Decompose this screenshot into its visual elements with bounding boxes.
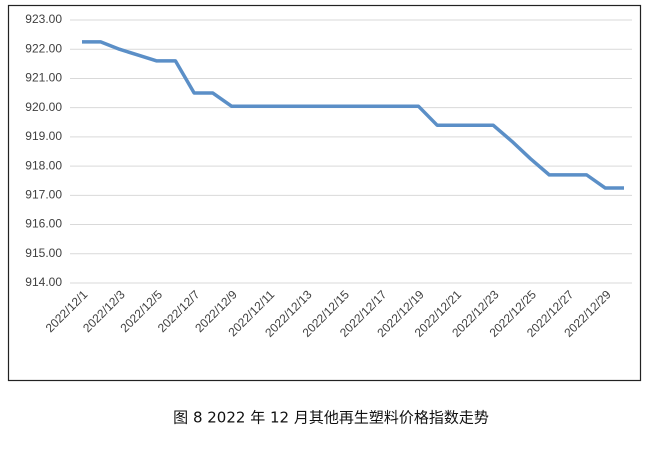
y-tick-label: 914.00 bbox=[25, 275, 62, 289]
chart-caption: 图 8 2022 年 12 月其他再生塑料价格指数走势 bbox=[173, 409, 489, 427]
y-tick-label: 923.00 bbox=[25, 12, 62, 26]
y-tick-label: 917.00 bbox=[25, 188, 62, 202]
y-tick-label: 922.00 bbox=[25, 41, 62, 55]
y-tick-label: 915.00 bbox=[25, 246, 62, 260]
y-tick-label: 916.00 bbox=[25, 217, 62, 231]
data-line bbox=[82, 40, 624, 190]
y-tick-label: 919.00 bbox=[25, 129, 62, 143]
y-tick-label: 921.00 bbox=[25, 71, 62, 85]
y-tick-label: 920.00 bbox=[25, 100, 62, 114]
y-tick-label: 918.00 bbox=[25, 158, 62, 172]
chart-frame bbox=[7, 4, 642, 382]
